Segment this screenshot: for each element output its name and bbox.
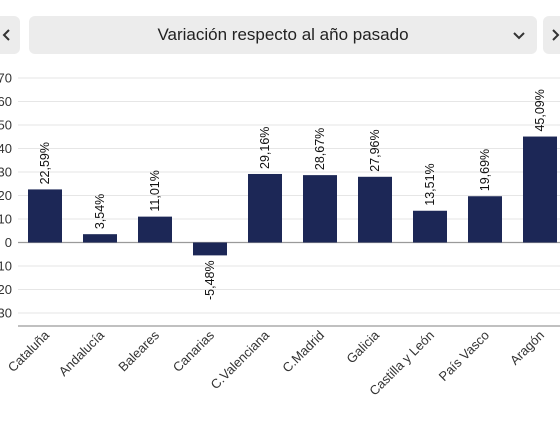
y-tick-label: 40 bbox=[0, 141, 12, 156]
category-label: Andalucía bbox=[56, 327, 108, 379]
bar[interactable] bbox=[523, 136, 557, 243]
category-label: C.Valenciana bbox=[208, 327, 273, 392]
category-label: C.Madrid bbox=[279, 328, 327, 376]
data-label: 28,67% bbox=[313, 128, 327, 170]
category-label: Canarias bbox=[170, 327, 218, 375]
data-label: 22,59% bbox=[38, 142, 52, 184]
chevron-down-icon bbox=[513, 32, 525, 40]
y-tick-label: -10 bbox=[0, 259, 12, 274]
data-label: 3,54% bbox=[93, 194, 107, 229]
chevron-left-icon bbox=[2, 29, 10, 41]
previous-button[interactable] bbox=[0, 16, 20, 54]
y-tick-label: 20 bbox=[0, 188, 12, 203]
y-tick-label: -20 bbox=[0, 282, 12, 297]
bar[interactable] bbox=[303, 175, 337, 243]
bar[interactable] bbox=[138, 216, 172, 243]
bar[interactable] bbox=[248, 173, 282, 243]
category-label: Cataluña bbox=[5, 327, 53, 375]
category-label: País Vasco bbox=[436, 328, 492, 384]
data-label: 27,96% bbox=[368, 129, 382, 171]
y-tick-label: 50 bbox=[0, 118, 12, 133]
metric-selector-label: Variación respecto al año pasado bbox=[157, 25, 409, 44]
y-axis: 70 60 50 40 30 20 10 0 -10 -20 -30 bbox=[0, 71, 560, 327]
y-tick-label: 60 bbox=[0, 94, 12, 109]
chevron-right-icon bbox=[552, 29, 560, 41]
bar[interactable] bbox=[358, 176, 392, 243]
data-labels: 22,59% 3,54% 11,01% -5,48% 29,16% 28,67% 27,96… bbox=[38, 89, 547, 300]
bar[interactable] bbox=[413, 210, 447, 243]
bar[interactable] bbox=[83, 234, 117, 243]
category-label: Baleares bbox=[115, 327, 162, 374]
data-label: 45,09% bbox=[533, 89, 547, 131]
data-label: 11,01% bbox=[148, 170, 162, 211]
bars bbox=[28, 136, 557, 256]
next-button[interactable] bbox=[543, 16, 560, 54]
data-label: 19,69% bbox=[478, 149, 492, 191]
data-label: -5,48% bbox=[203, 260, 217, 300]
y-tick-label: 70 bbox=[0, 71, 12, 86]
x-axis: Cataluña Andalucía Baleares CanariasC.Valen… bbox=[5, 327, 547, 398]
bar[interactable] bbox=[468, 196, 502, 243]
y-tick-label: 30 bbox=[0, 165, 12, 180]
y-tick-label: 10 bbox=[0, 212, 12, 227]
category-label: Galicia bbox=[343, 327, 382, 366]
data-label: 13,51% bbox=[423, 163, 437, 205]
metric-selector[interactable]: Variación respecto al año pasado bbox=[29, 16, 537, 54]
y-tick-label: 0 bbox=[5, 235, 12, 250]
category-label: Aragón bbox=[507, 328, 547, 368]
y-tick-label: -30 bbox=[0, 306, 12, 321]
bar[interactable] bbox=[28, 189, 62, 243]
data-label: 29,16% bbox=[258, 127, 272, 169]
bar[interactable] bbox=[193, 242, 227, 256]
